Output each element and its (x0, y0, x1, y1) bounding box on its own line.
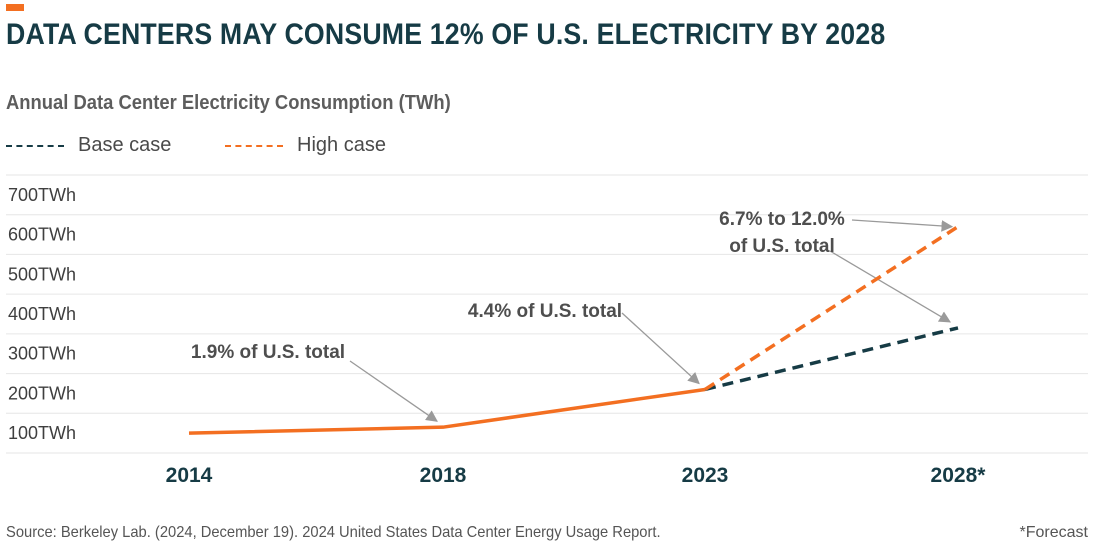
x-tick-label: 2028* (931, 464, 987, 487)
legend-item-base-case: Base case (6, 134, 171, 157)
annotation-arrow (851, 219, 954, 232)
source-note: Source: Berkeley Lab. (2024, December 19… (6, 524, 661, 541)
legend-swatch-high (225, 144, 283, 147)
y-tick-label: 600TWh (8, 225, 76, 245)
annotation-1: 1.9% of U.S. total (191, 342, 438, 422)
accent-bar (6, 4, 24, 11)
y-tick-label: 300TWh (8, 344, 76, 364)
x-tick-label: 2014 (166, 464, 213, 487)
annotation-arrow (349, 360, 438, 422)
annotation-arrow (621, 312, 700, 385)
annotation-text: 1.9% of U.S. total (191, 342, 345, 363)
y-tick-label: 500TWh (8, 264, 76, 284)
y-tick-label: 200TWh (8, 383, 76, 403)
series-historical (188, 387, 706, 435)
legend-label-high: High case (297, 134, 386, 156)
forecast-note: *Forecast (1019, 524, 1088, 541)
chart-title: DATA CENTERS MAY CONSUME 12% OF U.S. ELE… (6, 18, 886, 51)
annotation-text: 4.4% of U.S. total (468, 301, 622, 322)
y-tick-label: 400TWh (8, 304, 76, 324)
y-tick-label: 700TWh (8, 185, 76, 205)
chart-subtitle: Annual Data Center Electricity Consumpti… (6, 92, 451, 114)
annotation-2: 4.4% of U.S. total (468, 301, 700, 385)
annotation-text: 6.7% to 12.0% (719, 209, 845, 230)
series-high-case (704, 225, 959, 391)
annotation-3: 6.7% to 12.0% of U.S. total (719, 209, 954, 323)
legend-swatch-base (6, 144, 64, 147)
annotation-arrow (829, 250, 952, 323)
series-base-case (704, 326, 959, 392)
annotation-text: of U.S. total (729, 236, 835, 257)
legend-label-base: Base case (78, 134, 172, 156)
y-tick-label: 100TWh (8, 423, 76, 443)
x-tick-label: 2023 (682, 464, 729, 487)
legend-item-high-case: High case (225, 134, 386, 157)
x-tick-label: 2018 (420, 464, 467, 487)
